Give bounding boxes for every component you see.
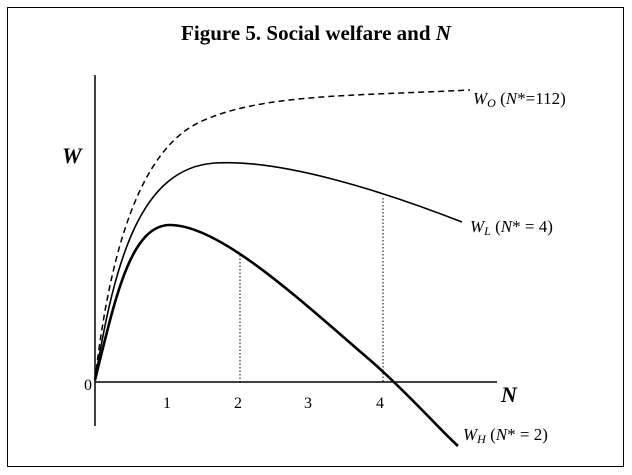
y-label: W — [62, 143, 83, 168]
curve-label-wl: WL (N* = 4) — [470, 217, 553, 238]
curve-wo — [94, 89, 471, 381]
x-tick-label: 4 — [376, 395, 384, 412]
x-tick-label: 3 — [304, 395, 312, 412]
title-text: Figure 5. Social welfare and — [181, 21, 436, 45]
label-part: H — [476, 432, 487, 446]
label-part: N — [505, 89, 519, 108]
label-part: ( — [495, 217, 501, 236]
label-part: O — [487, 96, 496, 110]
x-label: N — [500, 382, 518, 407]
title-var: N — [435, 21, 452, 45]
label-part: * = 4) — [512, 217, 553, 236]
label-part: W — [470, 217, 486, 236]
label-part: * = 2) — [507, 425, 548, 444]
x-tick-label: 2 — [234, 395, 242, 412]
label-part: ( — [490, 425, 496, 444]
label-part: ( — [500, 89, 506, 108]
curve-wl — [94, 161, 463, 381]
label-part: W — [463, 425, 479, 444]
label-part: W — [473, 89, 489, 108]
curve-wh — [93, 223, 459, 447]
origin-label: 0 — [84, 377, 92, 394]
curve-label-wh: WH (N* = 2) — [463, 425, 548, 446]
label-part: *=112) — [517, 89, 566, 108]
title: Figure 5. Social welfare and N — [181, 21, 452, 45]
x-tick-label: 1 — [163, 395, 171, 412]
curve-label-wo: WO (N*=112) — [473, 89, 566, 110]
label-part: N — [495, 425, 509, 444]
label-part: N — [500, 217, 514, 236]
frame — [7, 7, 624, 467]
label-part: L — [483, 224, 491, 238]
